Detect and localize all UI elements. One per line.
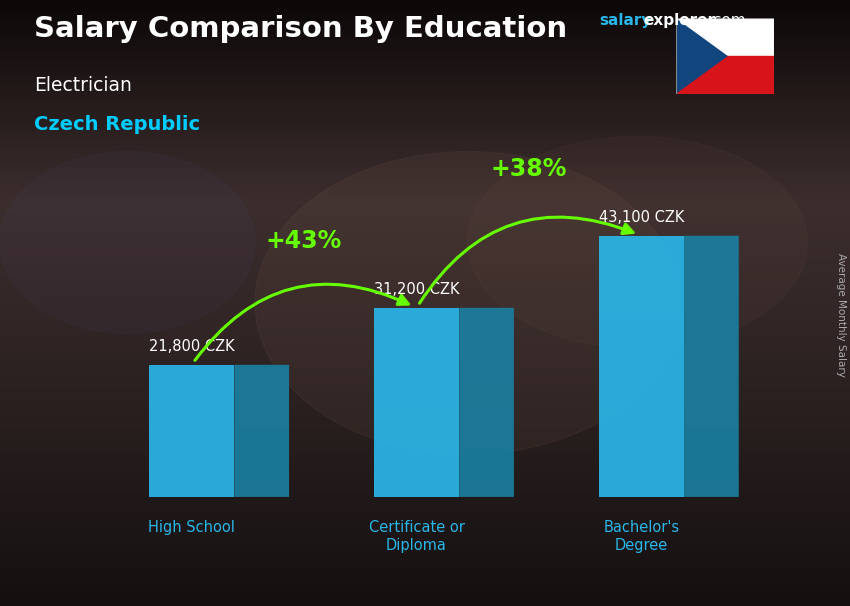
Ellipse shape xyxy=(255,152,680,454)
Text: .com: .com xyxy=(708,13,745,28)
Text: Certificate or
Diploma: Certificate or Diploma xyxy=(369,520,464,553)
Ellipse shape xyxy=(468,136,808,348)
Polygon shape xyxy=(374,308,459,497)
Polygon shape xyxy=(676,18,728,94)
Text: salary: salary xyxy=(599,13,652,28)
Polygon shape xyxy=(684,236,739,497)
Text: Bachelor's
Degree: Bachelor's Degree xyxy=(604,520,679,553)
Bar xyxy=(676,56,774,94)
Text: 43,100 CZK: 43,100 CZK xyxy=(598,210,684,225)
Polygon shape xyxy=(149,365,235,497)
Text: explorer: explorer xyxy=(643,13,716,28)
Ellipse shape xyxy=(0,152,255,333)
Text: Salary Comparison By Education: Salary Comparison By Education xyxy=(34,15,567,43)
Text: High School: High School xyxy=(148,520,235,535)
Bar xyxy=(676,18,774,56)
Text: +43%: +43% xyxy=(266,229,343,253)
Text: 21,800 CZK: 21,800 CZK xyxy=(149,339,235,354)
Text: 31,200 CZK: 31,200 CZK xyxy=(374,282,459,297)
Text: Czech Republic: Czech Republic xyxy=(34,115,200,134)
FancyArrowPatch shape xyxy=(195,284,408,361)
Polygon shape xyxy=(235,365,289,497)
Polygon shape xyxy=(459,308,514,497)
Text: Electrician: Electrician xyxy=(34,76,132,95)
Text: +38%: +38% xyxy=(490,157,567,181)
Polygon shape xyxy=(598,236,684,497)
FancyArrowPatch shape xyxy=(420,217,633,303)
Text: Average Monthly Salary: Average Monthly Salary xyxy=(836,253,846,377)
